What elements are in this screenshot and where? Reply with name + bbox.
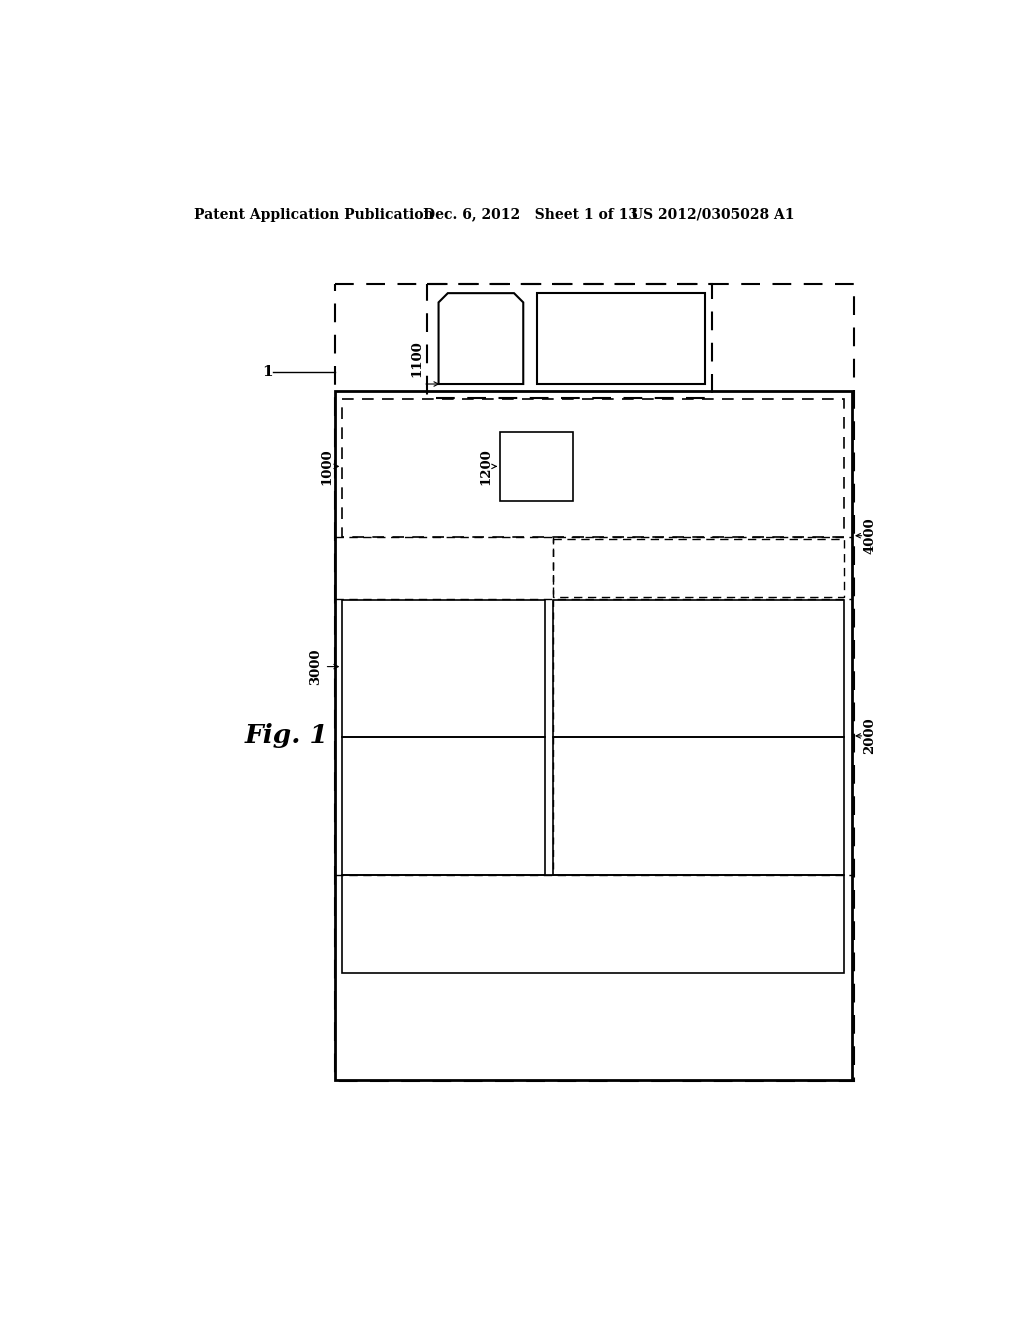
Text: 4000: 4000 <box>863 517 877 554</box>
Text: Fig. 1: Fig. 1 <box>245 723 329 748</box>
Text: 1: 1 <box>262 366 273 379</box>
Bar <box>342 874 845 973</box>
Bar <box>342 738 545 874</box>
Text: US 2012/0305028 A1: US 2012/0305028 A1 <box>631 207 795 222</box>
Bar <box>553 738 845 874</box>
Bar <box>553 539 845 597</box>
Bar <box>500 432 573 502</box>
Text: 3000: 3000 <box>309 648 322 685</box>
Bar <box>335 391 852 1080</box>
Text: Patent Application Publication: Patent Application Publication <box>194 207 433 222</box>
Text: 2000: 2000 <box>863 718 877 754</box>
Bar <box>553 601 845 738</box>
Bar <box>538 293 705 384</box>
Text: 1100: 1100 <box>411 341 424 378</box>
Bar <box>342 399 845 537</box>
Bar <box>342 601 545 738</box>
Text: 1000: 1000 <box>321 447 334 484</box>
Bar <box>335 284 854 1081</box>
Text: 1200: 1200 <box>480 447 493 484</box>
Bar <box>427 284 712 397</box>
Text: Dec. 6, 2012   Sheet 1 of 13: Dec. 6, 2012 Sheet 1 of 13 <box>423 207 638 222</box>
